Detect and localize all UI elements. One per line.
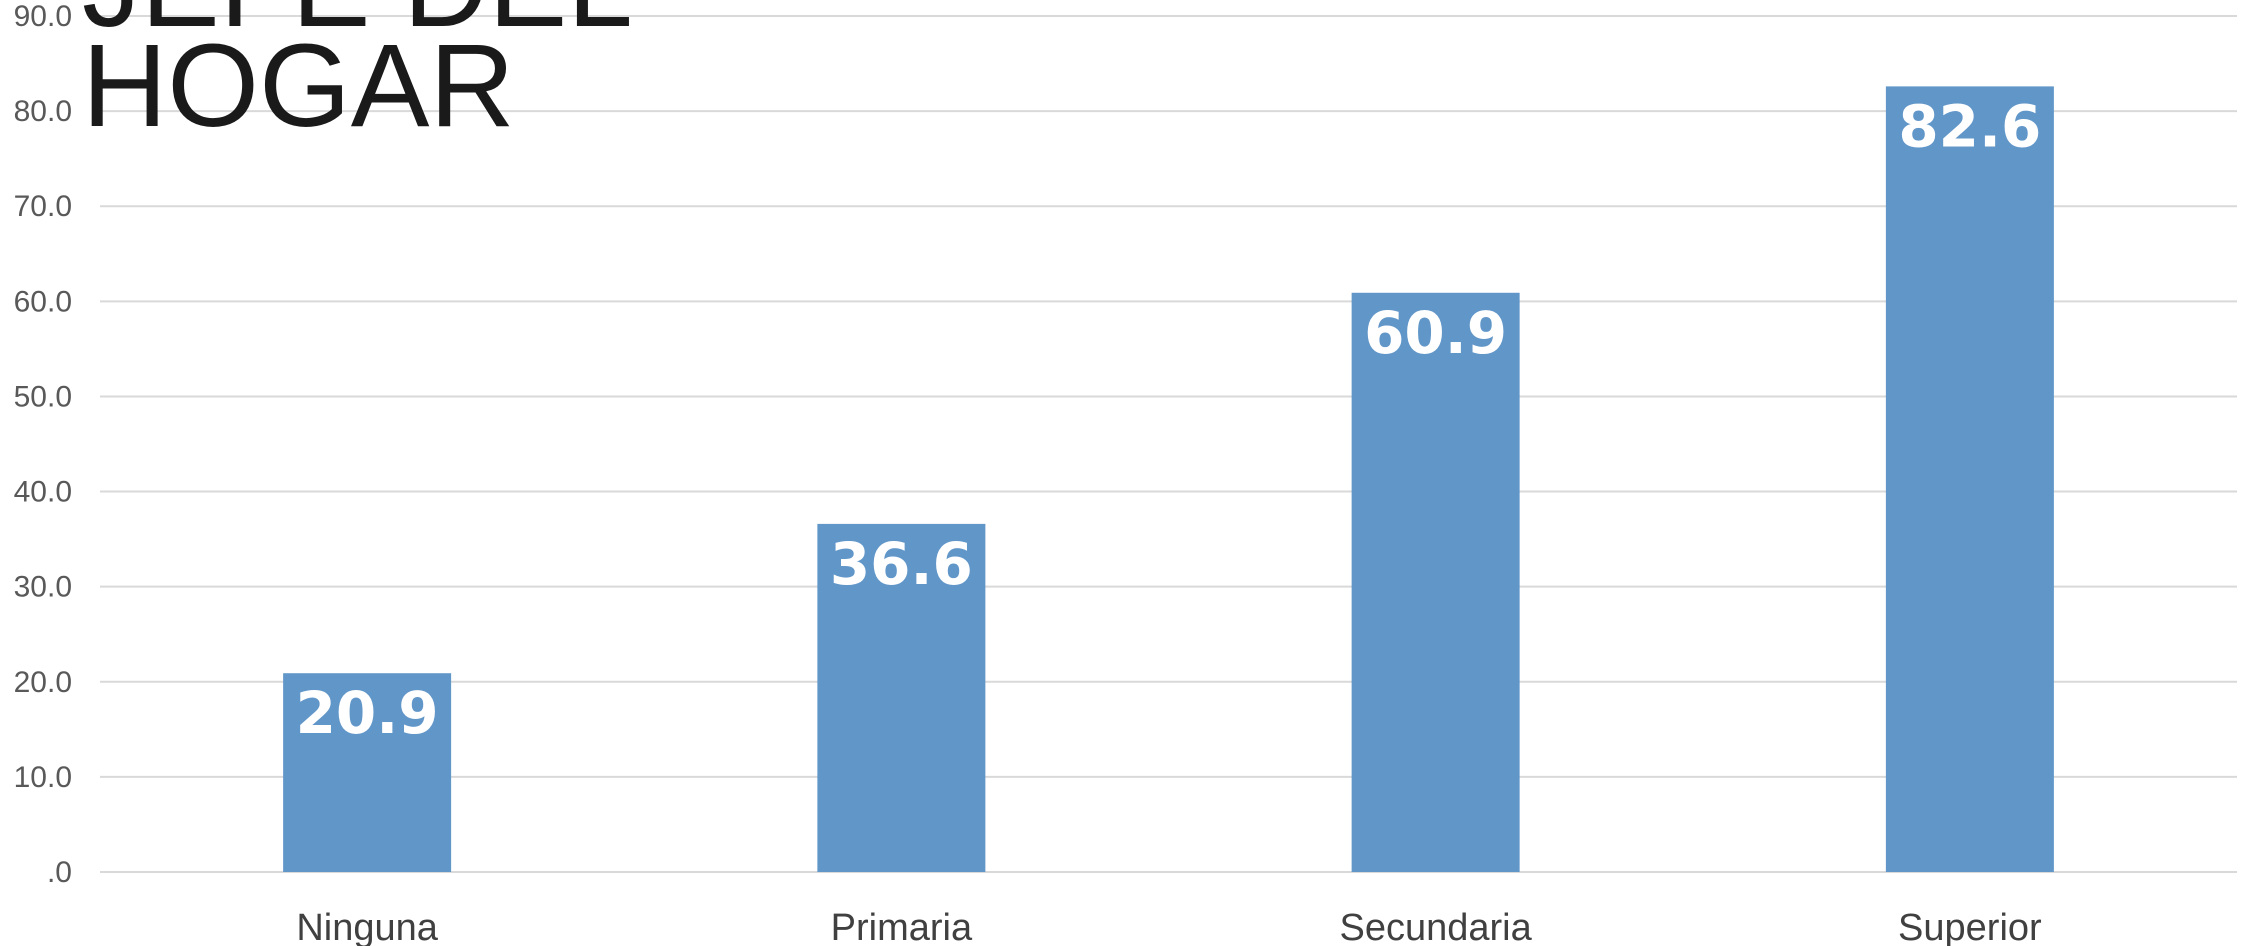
y-tick-label: 30.0 (14, 571, 72, 604)
y-tick-label: 40.0 (14, 476, 72, 509)
bar-value-label: 20.9 (296, 679, 439, 747)
y-tick-label: 70.0 (14, 190, 72, 223)
bars (283, 86, 2054, 873)
data-labels: 20.9 36.6 60.9 82.6 (296, 92, 2042, 747)
y-tick-label: .0 (47, 856, 72, 889)
bar-value-label: 60.9 (1364, 299, 1507, 367)
gridlines (100, 15, 2237, 873)
bar-value-label: 82.6 (1898, 92, 2041, 160)
bar (817, 523, 986, 872)
bar-value-label: 36.6 (830, 530, 973, 598)
y-tick-label: 90.0 (14, 0, 72, 33)
y-tick-label: 10.0 (14, 761, 72, 794)
x-tick-label: Primaria (831, 907, 973, 946)
y-tick-label: 50.0 (14, 380, 72, 413)
y-axis-ticks: .0 10.0 20.0 30.0 40.0 50.0 60.0 70.0 80.0 90.0 (14, 0, 72, 889)
y-tick-label: 60.0 (14, 285, 72, 318)
bar (1885, 86, 2054, 873)
y-tick-label: 20.0 (14, 666, 72, 699)
x-axis-ticks: Ninguna Primaria Secundaria Superior (296, 907, 2042, 946)
x-tick-label: Secundaria (1340, 907, 1533, 946)
x-tick-label: Ninguna (296, 907, 438, 946)
bar (283, 673, 452, 872)
bar (1351, 292, 1520, 873)
x-tick-label: Superior (1898, 907, 2042, 946)
y-tick-label: 80.0 (14, 95, 72, 128)
